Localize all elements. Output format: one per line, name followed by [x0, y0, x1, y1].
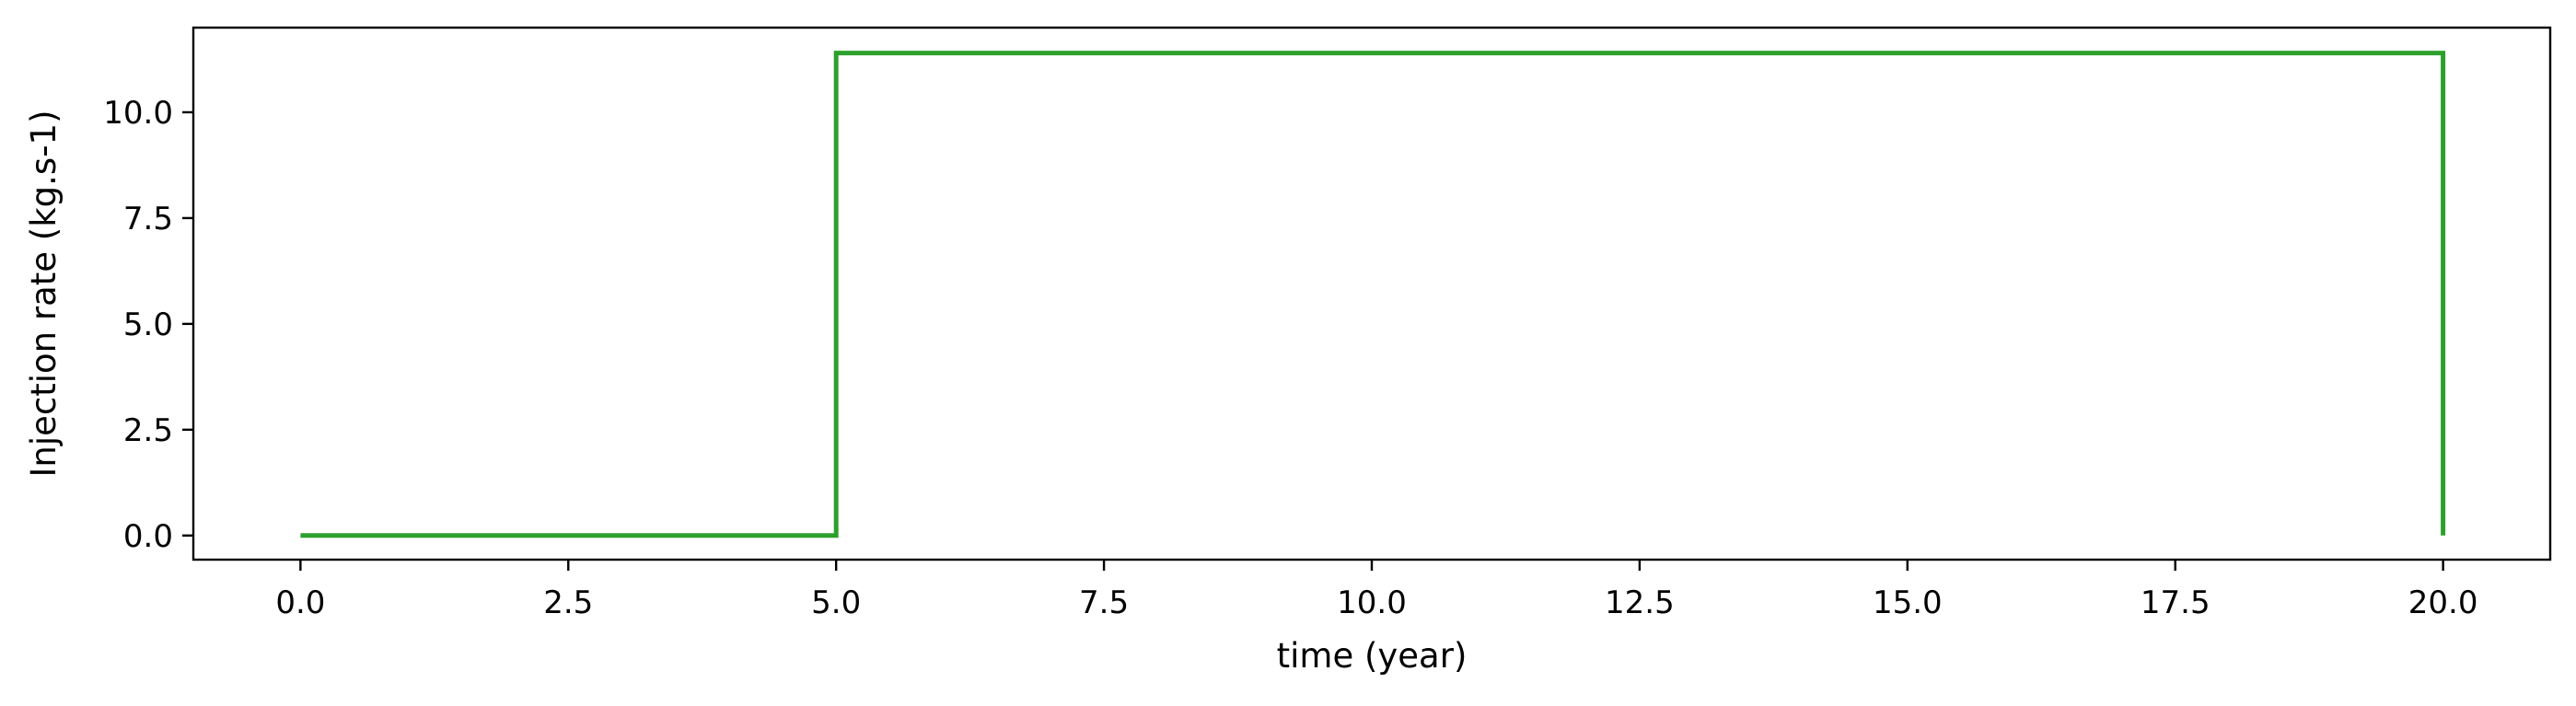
y-axis-ticks: 0.0 2.5 5.0 7.5 10.0 [103, 95, 193, 555]
x-tick-label: 2.5 [543, 584, 593, 621]
x-tick-label: 17.5 [2141, 584, 2210, 621]
x-tick-label: 15.0 [1873, 584, 1943, 621]
y-tick-label: 10.0 [103, 95, 173, 132]
y-axis-label: Injection rate (kg.s-1) [24, 110, 64, 477]
y-tick-label: 0.0 [123, 518, 173, 555]
x-axis-ticks: 0.0 2.5 5.0 7.5 10.0 12.5 15.0 17.5 20.0 [275, 560, 2477, 621]
plot-area [193, 28, 2550, 560]
x-tick-label: 5.0 [811, 584, 861, 621]
y-tick-label: 7.5 [123, 201, 173, 237]
y-tick-label: 2.5 [123, 412, 173, 449]
series-line-0 [300, 51, 2446, 538]
x-axis-label: time (year) [1277, 636, 1468, 676]
x-tick-label: 12.5 [1605, 584, 1675, 621]
x-tick-label: 20.0 [2408, 584, 2478, 621]
x-tick-label: 10.0 [1337, 584, 1407, 621]
y-tick-label: 5.0 [123, 307, 173, 343]
series-layer [300, 51, 2446, 538]
x-tick-label: 0.0 [275, 584, 325, 621]
plot-frame [191, 26, 2552, 561]
x-tick-label: 7.5 [1079, 584, 1129, 621]
